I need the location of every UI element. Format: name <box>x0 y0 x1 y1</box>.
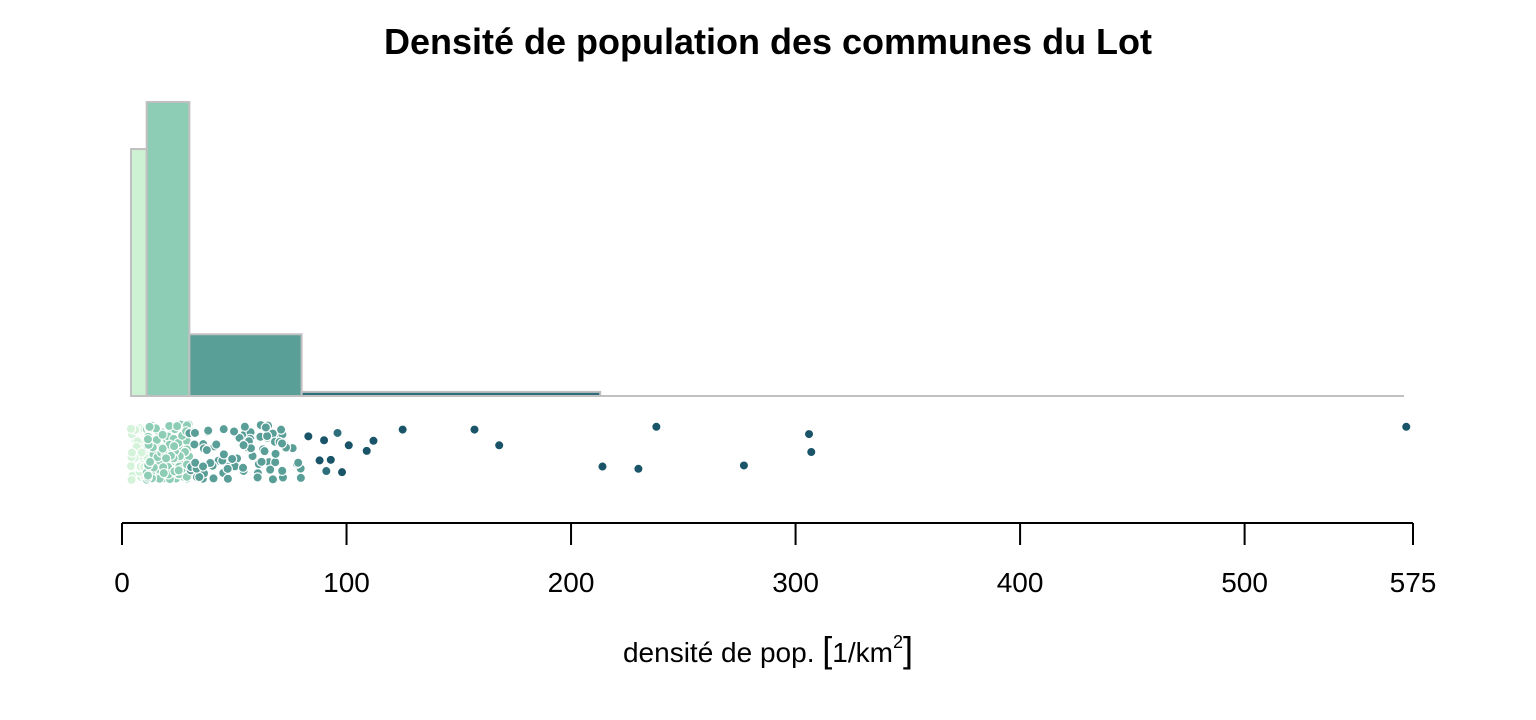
data-point-208 <box>160 453 172 464</box>
data-point-262 <box>218 449 230 460</box>
data-point-53 <box>126 474 137 486</box>
data-point-263 <box>189 427 201 439</box>
data-point-217 <box>218 423 229 435</box>
data-point-288 <box>237 462 249 473</box>
data-point-232 <box>256 456 267 468</box>
data-point-261 <box>189 439 200 450</box>
data-point-195 <box>144 456 156 468</box>
data-point-295 <box>197 461 209 472</box>
data-point-276 <box>275 424 287 435</box>
x-axis-label-unit: 1/km <box>832 637 893 668</box>
x-axis-label-open-bracket: [ <box>822 629 832 670</box>
data-point-204 <box>168 441 180 452</box>
data-point-312 <box>738 460 750 471</box>
histogram <box>129 101 1405 398</box>
data-point-209 <box>158 467 169 479</box>
data-point-301 <box>332 427 343 439</box>
data-point-218 <box>267 474 279 485</box>
data-point-303 <box>343 440 354 451</box>
data-point-281 <box>239 421 251 432</box>
x-axis: 0 100 200 300 400 500 575 <box>114 522 1437 598</box>
x-tick-label-200: 200 <box>548 567 595 598</box>
data-point-304 <box>361 445 372 457</box>
data-point-206 <box>142 434 154 445</box>
data-point-282 <box>208 473 219 484</box>
x-tick-label-400: 400 <box>997 567 1044 598</box>
data-point-309 <box>597 461 608 472</box>
data-point-300 <box>325 454 337 466</box>
data-point-60 <box>125 423 137 435</box>
data-point-296 <box>303 431 314 442</box>
data-point-313 <box>803 428 815 440</box>
data-point-188 <box>144 421 155 433</box>
data-point-302 <box>336 466 348 478</box>
x-axis-label-close-bracket: ] <box>903 629 913 670</box>
data-point-297 <box>314 455 325 466</box>
data-point-278 <box>201 444 213 456</box>
data-point-279 <box>264 464 276 475</box>
data-point-226 <box>202 425 214 436</box>
x-axis-label-prefix: densité de pop. <box>623 637 815 668</box>
data-point-268 <box>261 430 273 442</box>
data-point-311 <box>651 421 662 432</box>
data-point-205 <box>173 465 184 476</box>
data-point-194 <box>157 443 168 454</box>
x-tick-label-300: 300 <box>772 567 819 598</box>
data-point-298 <box>318 435 330 446</box>
histogram-bar-1 <box>129 148 148 397</box>
jitter-points <box>125 419 1412 486</box>
histogram-bar-3 <box>188 333 303 398</box>
data-point-299 <box>321 465 332 477</box>
data-point-285 <box>252 472 263 483</box>
data-point-283 <box>259 445 270 457</box>
data-point-314 <box>806 446 817 458</box>
data-point-210 <box>142 470 154 481</box>
data-point-310 <box>633 463 644 474</box>
data-point-199 <box>157 429 168 440</box>
x-axis-label-exponent: 2 <box>893 632 903 652</box>
data-point-308 <box>493 440 505 451</box>
data-point-235 <box>270 448 281 460</box>
data-point-290 <box>222 473 234 484</box>
data-point-260 <box>226 453 238 465</box>
data-point-307 <box>469 424 480 435</box>
data-point-52 <box>125 460 137 472</box>
data-point-59 <box>126 447 138 458</box>
x-tick-label-575: 575 <box>1390 567 1437 598</box>
data-point-315 <box>1401 421 1412 432</box>
x-tick-label-500: 500 <box>1221 567 1268 598</box>
data-point-291 <box>276 438 288 449</box>
data-point-269 <box>228 426 240 437</box>
x-tick-label-100: 100 <box>323 567 370 598</box>
data-point-292 <box>292 457 304 468</box>
data-point-306 <box>397 424 408 435</box>
x-axis-label: densité de pop. [1/km2] <box>623 629 913 670</box>
chart-title: Densité de population des communes du Lo… <box>384 21 1152 62</box>
data-point-266 <box>222 463 233 475</box>
data-point-294 <box>238 439 249 451</box>
data-point-305 <box>368 435 379 446</box>
data-point-274 <box>295 472 307 484</box>
data-point-293 <box>260 422 272 433</box>
data-point-255 <box>211 439 222 450</box>
histogram-bar-2 <box>145 101 191 397</box>
data-point-203 <box>171 420 183 432</box>
data-point-233 <box>276 465 288 477</box>
x-tick-label-0: 0 <box>114 567 130 598</box>
